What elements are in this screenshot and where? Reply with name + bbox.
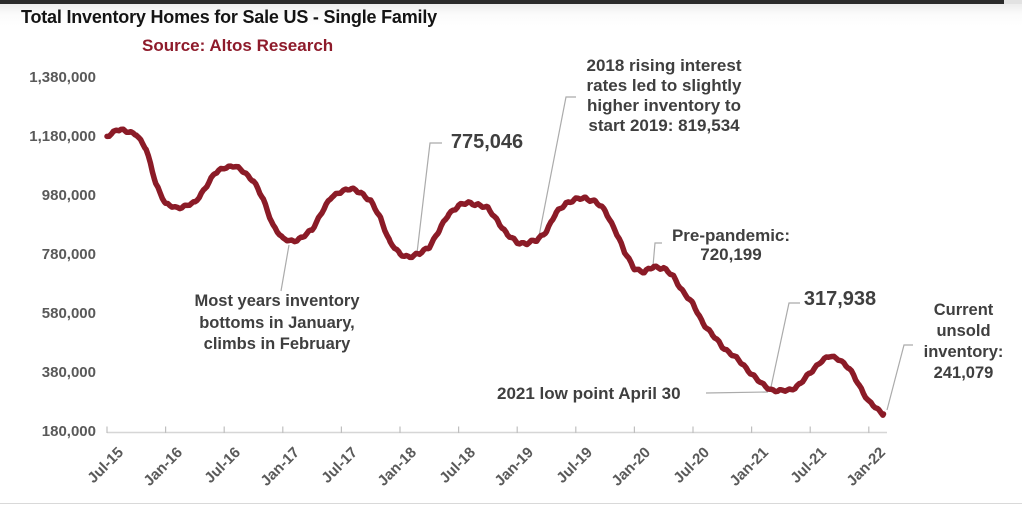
annotation-current-unsold: Current unsold inventory: 241,079 — [923, 301, 1004, 382]
page-title: Total Inventory Homes for Sale US - Sing… — [21, 7, 437, 27]
annotation-jan18-low: 775,046 — [450, 131, 524, 153]
annotation-pre-pandemic: Pre-pandemic: 720,199 — [671, 226, 791, 264]
y-tick-label: 380,000 — [41, 364, 96, 381]
bottom-divider — [0, 503, 1022, 504]
y-tick-label: 1,380,000 — [29, 69, 96, 86]
y-tick-label: 980,000 — [41, 187, 96, 204]
annotation-2021-low-value: 317,938 — [803, 288, 877, 310]
top-bar-end — [1004, 0, 1022, 4]
leader-line — [886, 344, 913, 411]
leader-line — [280, 244, 290, 292]
leader-line — [652, 242, 662, 267]
y-tick-label: 780,000 — [41, 246, 96, 263]
y-tick-label: 1,180,000 — [29, 128, 96, 145]
source-label: Source: Altos Research — [142, 36, 334, 55]
y-tick-label: 180,000 — [41, 423, 96, 440]
annotation-2018-rates: 2018 rising interest rates led to slight… — [586, 56, 742, 135]
y-tick-label: 580,000 — [41, 305, 96, 322]
leader-line — [705, 391, 769, 394]
inventory-line — [104, 126, 887, 418]
leader-line — [538, 96, 576, 237]
annotation-2021-low-date: 2021 low point April 30 — [497, 384, 681, 403]
leader-line — [416, 142, 442, 254]
leader-line — [770, 302, 800, 388]
annotation-january-bottom: Most years inventory bottoms in January,… — [194, 292, 360, 353]
top-bar — [0, 0, 1004, 4]
